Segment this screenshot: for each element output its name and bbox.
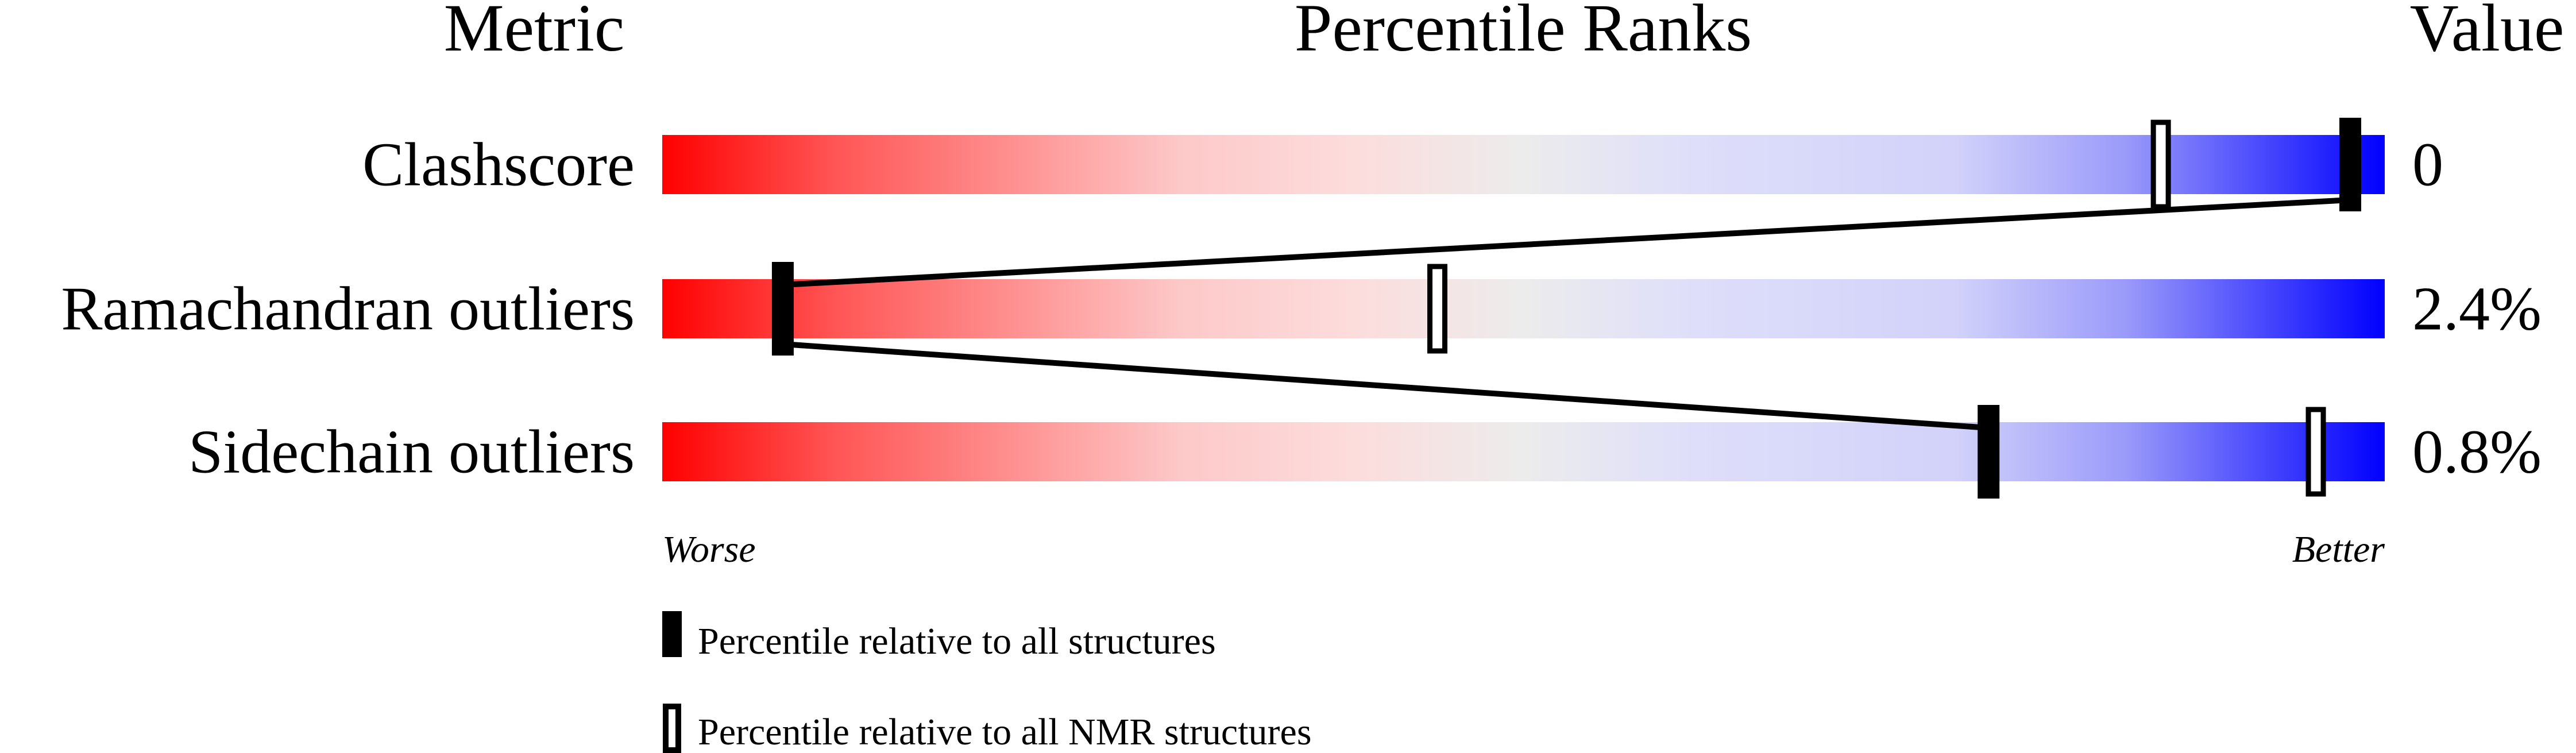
percentile-bar (662, 279, 2385, 338)
legend-label-all: Percentile relative to all structures (698, 620, 1216, 662)
header-percentile-ranks: Percentile Ranks (1295, 0, 1752, 65)
marker-percentile-nmr (2150, 119, 2171, 210)
metric-value: 2.4% (2412, 275, 2542, 343)
marker-percentile-all (771, 262, 794, 356)
marker-percentile-nmr (1427, 264, 1448, 354)
connector-line (782, 197, 2351, 288)
metric-label: Clashscore (362, 131, 635, 199)
legend-label-nmr: Percentile relative to all NMR structure… (698, 711, 1312, 753)
marker-percentile-nmr (2305, 407, 2326, 497)
metric-value: 0 (2412, 131, 2443, 199)
axis-label-better: Better (2292, 528, 2385, 570)
marker-percentile-all (2339, 118, 2362, 211)
metric-value: 0.8% (2412, 418, 2542, 486)
percentile-bar (662, 135, 2385, 194)
connector-line (782, 341, 1989, 431)
axis-label-worse: Worse (662, 528, 756, 570)
metric-label: Sidechain outliers (188, 418, 635, 486)
legend-open-marker (663, 704, 681, 753)
legend: Percentile relative to all structures Pe… (662, 611, 1312, 753)
metric-label: Ramachandran outliers (61, 275, 635, 343)
marker-percentile-all (1978, 405, 2000, 499)
header-value: Value (2410, 0, 2565, 65)
header-metric: Metric (444, 0, 625, 65)
percentile-bar (662, 422, 2385, 481)
legend-filled-marker (662, 611, 682, 657)
